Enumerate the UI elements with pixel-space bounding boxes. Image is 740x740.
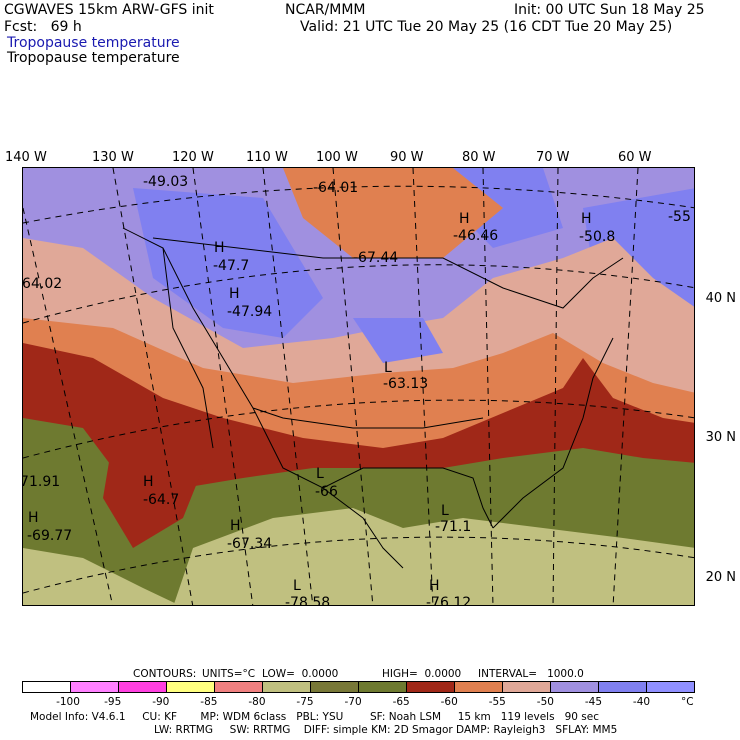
- map-label: -50.8: [579, 229, 616, 245]
- model-info-line2: LW: RRTMG SW: RRTMG DIFF: simple KM: 2D …: [154, 724, 618, 736]
- lat-label: 30 N: [705, 430, 736, 445]
- header-org: NCAR/MMM: [285, 2, 366, 18]
- lon-label: 60 W: [618, 150, 652, 165]
- colorbar-tick-label: -100: [56, 696, 80, 708]
- map-label: -71.91: [23, 474, 61, 490]
- colorbar-tick-label: -70: [344, 696, 362, 708]
- colorbar-tick-label: -95: [104, 696, 122, 708]
- map-label: -64.02: [22, 276, 63, 292]
- map-label: L: [316, 466, 324, 482]
- map-label: -64.01: [313, 180, 359, 196]
- map-label: -78.58: [285, 595, 331, 606]
- contour-info-units: UNITS=°C: [202, 668, 256, 680]
- fill-band-khaki: [23, 548, 179, 605]
- map-label: H: [581, 211, 592, 227]
- header-init-time: Init: 00 UTC Sun 18 May 25: [514, 2, 705, 18]
- contour-info-label: CONTOURS:: [133, 668, 197, 680]
- colorbar-swatch: [167, 682, 215, 692]
- colorbar-swatch: [23, 682, 71, 692]
- fill-band-red: [103, 428, 203, 548]
- lon-label: 120 W: [172, 150, 214, 165]
- map-label: -47.94: [227, 304, 273, 320]
- field-title-contour: Tropopause temperature: [7, 50, 180, 66]
- colorbar-swatch: [359, 682, 407, 692]
- map-label: L: [384, 360, 392, 376]
- colorbar-tick-label: -45: [584, 696, 602, 708]
- colorbar-tick-label: -85: [200, 696, 218, 708]
- colorbar-tick-label: °C: [681, 696, 694, 708]
- fill-band-khaki: [173, 508, 694, 605]
- lon-label: 90 W: [390, 150, 424, 165]
- colorbar-swatch: [407, 682, 455, 692]
- colorbar-swatch: [599, 682, 647, 692]
- colorbar-tick-label: -60: [440, 696, 458, 708]
- map-label: -71.1: [435, 519, 472, 535]
- map-label: L: [293, 578, 301, 594]
- map-canvas: [23, 168, 694, 605]
- header-valid-time: Valid: 21 UTC Tue 20 May 25 (16 CDT Tue …: [300, 19, 673, 35]
- field-title-fill: Tropopause temperature: [7, 35, 180, 51]
- colorbar-swatch: [119, 682, 167, 692]
- fill-band-orange: [283, 168, 503, 258]
- colorbar-swatch: [263, 682, 311, 692]
- colorbar-swatch: [311, 682, 359, 692]
- map-label: -47.7: [213, 258, 250, 274]
- colorbar-tick-label: -40: [632, 696, 651, 708]
- map-label: -67.34: [227, 536, 273, 552]
- colorbar-tick-label: -75: [296, 696, 314, 708]
- fill-band-blue: [133, 188, 323, 338]
- lon-label: 100 W: [316, 150, 358, 165]
- map-label: -49.03: [143, 174, 189, 190]
- model-info-line1: Model Info: V4.6.1 CU: KF MP: WDM 6class…: [30, 711, 599, 723]
- colorbar-tick-label: -50: [536, 696, 554, 708]
- colorbar-tick-label: -65: [392, 696, 410, 708]
- colorbar-swatch: [215, 682, 263, 692]
- map-label: -76.12: [426, 595, 472, 606]
- map-label: -69.77: [27, 528, 73, 544]
- contour-info-interval: INTERVAL= 1000.0: [478, 668, 584, 680]
- map-label: -64.7: [143, 492, 180, 508]
- map-label: H: [214, 240, 225, 256]
- lon-label: 80 W: [462, 150, 496, 165]
- colorbar-tick-label: -55: [488, 696, 506, 708]
- lon-label: 110 W: [246, 150, 288, 165]
- coastlines-and-borders: [122, 227, 624, 569]
- map-label: -67.44: [353, 250, 399, 266]
- map-label: -46.46: [453, 228, 499, 244]
- map-label: -63.13: [383, 376, 429, 392]
- colorbar-tick-label: -90: [152, 696, 170, 708]
- header-model-title: CGWAVES 15km ARW-GFS init: [4, 2, 214, 18]
- colorbar-swatch: [71, 682, 119, 692]
- fill-band-blue: [353, 318, 443, 363]
- colorbar-swatch: [503, 682, 551, 692]
- map-label: H: [143, 474, 154, 490]
- colorbar-swatch: [551, 682, 599, 692]
- lon-label: 70 W: [536, 150, 570, 165]
- map-label: -66: [315, 484, 338, 500]
- lon-label: 140 W: [5, 150, 47, 165]
- colorbar-swatch: [455, 682, 503, 692]
- contour-info-high: HIGH= 0.0000: [382, 668, 462, 680]
- colorbar-swatch: [647, 682, 694, 692]
- map-label: H: [28, 510, 39, 526]
- colorbar-tick-label: -80: [248, 696, 266, 708]
- colorbar: [22, 681, 695, 693]
- map-label: -55: [668, 209, 691, 225]
- map-label: L: [441, 503, 449, 519]
- map-label: H: [230, 518, 241, 534]
- graticule: [23, 168, 694, 605]
- contour-info-low: LOW= 0.0000: [262, 668, 339, 680]
- lon-label: 130 W: [92, 150, 134, 165]
- map-label: H: [229, 286, 240, 302]
- lat-label: 20 N: [705, 570, 736, 585]
- header-forecast-hour: Fcst: 69 h: [4, 19, 82, 35]
- lat-label: 40 N: [705, 291, 736, 306]
- map-label: H: [459, 211, 470, 227]
- map-label: H: [429, 578, 440, 594]
- tropopause-temperature-map: -49.03 -64.01 H -46.46 H -50.8 -55 H -47…: [22, 167, 695, 606]
